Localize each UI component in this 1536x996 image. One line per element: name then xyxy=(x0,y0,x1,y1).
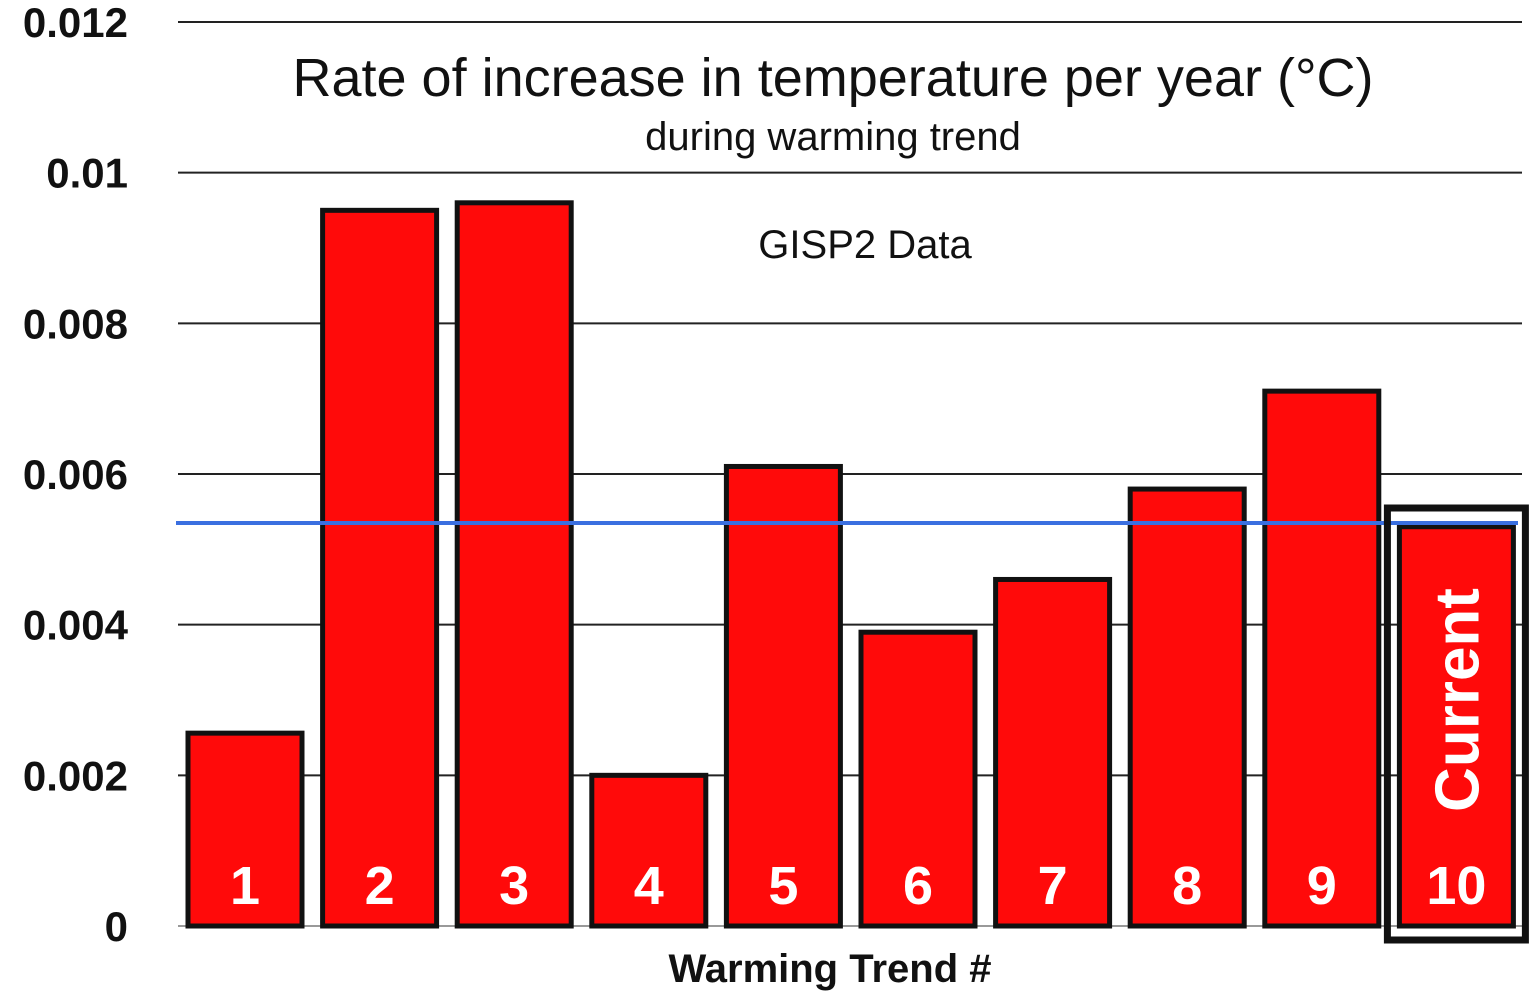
bar-label: 1 xyxy=(230,856,260,916)
chart-title: Rate of increase in temperature per year… xyxy=(292,48,1373,108)
chart-subtitle: during warming trend xyxy=(645,115,1021,159)
y-axis-ticks: 0 0.002 0.004 0.006 0.008 0.01 0.012 xyxy=(23,0,129,950)
bar-10 xyxy=(1396,524,1516,929)
bar-label: 10 xyxy=(1426,856,1486,916)
y-tick-label: 0.01 xyxy=(46,150,128,197)
bar-7 xyxy=(993,576,1113,929)
bar-label: 9 xyxy=(1307,856,1337,916)
bar-8 xyxy=(1127,486,1247,929)
bar-4 xyxy=(589,772,709,929)
highlight-box xyxy=(1383,504,1529,944)
bar-label: 7 xyxy=(1038,856,1068,916)
bar-label: 8 xyxy=(1172,856,1202,916)
y-tick-label: 0.004 xyxy=(23,602,129,649)
bar-label: 6 xyxy=(903,856,933,916)
bar-label: 4 xyxy=(634,856,664,916)
bars: 1 2 3 4 5 6 7 8 9 10 Current xyxy=(185,200,1516,929)
bar-label: 3 xyxy=(499,856,529,916)
bar-5 xyxy=(723,463,843,929)
y-tick-label: 0.008 xyxy=(23,300,128,347)
bar-2 xyxy=(320,207,440,929)
highlight-label: Current xyxy=(1423,588,1492,812)
bar-3 xyxy=(454,200,574,929)
bar-9 xyxy=(1262,388,1382,929)
chart-annotation: GISP2 Data xyxy=(758,223,972,267)
x-axis-label: Warming Trend # xyxy=(668,947,991,991)
bar-label: 5 xyxy=(768,856,798,916)
y-tick-label: 0 xyxy=(105,903,128,950)
bar-label: 2 xyxy=(365,856,395,916)
bar-1 xyxy=(185,730,305,929)
bar-6 xyxy=(858,629,978,929)
y-tick-label: 0.006 xyxy=(23,451,128,498)
y-tick-label: 0.002 xyxy=(23,752,128,799)
y-tick-label: 0.012 xyxy=(23,0,128,46)
